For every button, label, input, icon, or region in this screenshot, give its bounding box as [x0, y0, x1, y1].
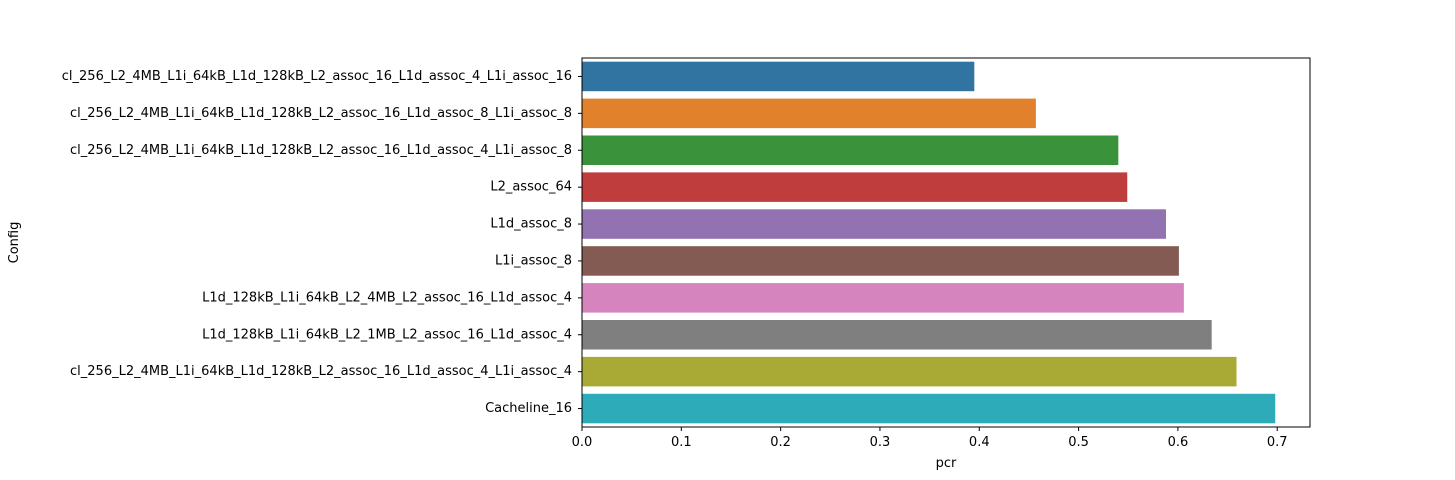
x-tick-label: 0.7	[1267, 435, 1288, 450]
x-tick-label: 0.4	[969, 435, 990, 450]
bar	[582, 135, 1119, 166]
plot-frame	[581, 57, 1311, 428]
bar	[582, 283, 1184, 313]
bar	[582, 356, 1237, 387]
bar	[582, 209, 1166, 239]
y-tick-label: L2_assoc_64	[490, 180, 572, 195]
y-tick-label: cl_256_L2_4MB_L1i_64kB_L1d_128kB_L2_asso…	[70, 106, 572, 121]
bar	[582, 98, 1036, 129]
bar	[582, 319, 1212, 350]
x-axis-label: pcr	[936, 456, 957, 471]
bar	[582, 61, 975, 92]
x-tick-label: 0.6	[1168, 435, 1189, 450]
bars	[582, 61, 1276, 424]
y-tick-label: L1i_assoc_8	[495, 253, 572, 268]
y-tick-label: L1d_128kB_L1i_64kB_L2_1MB_L2_assoc_16_L1…	[202, 327, 572, 342]
y-tick-label: cl_256_L2_4MB_L1i_64kB_L1d_128kB_L2_asso…	[70, 364, 572, 379]
y-tick-label: L1d_128kB_L1i_64kB_L2_4MB_L2_assoc_16_L1…	[202, 290, 572, 305]
x-tick-label: 0.3	[870, 435, 891, 450]
x-axis-ticks: 0.0 0.1 0.2 0.3 0.4 0.5 0.6 0.7	[572, 427, 1288, 450]
x-tick-label: 0.5	[1068, 435, 1089, 450]
bar	[582, 172, 1128, 202]
y-axis-label: Config	[7, 222, 22, 264]
y-tick-label: L1d_assoc_8	[490, 217, 572, 232]
x-tick-label: 0.2	[770, 435, 791, 450]
y-tick-label: cl_256_L2_4MB_L1i_64kB_L1d_128kB_L2_asso…	[62, 69, 572, 84]
x-tick-label: 0.0	[572, 435, 593, 450]
bar	[582, 393, 1276, 424]
y-tick-label: Cacheline_16	[485, 401, 572, 416]
y-tick-label: cl_256_L2_4MB_L1i_64kB_L1d_128kB_L2_asso…	[70, 143, 572, 158]
bar	[582, 246, 1179, 276]
x-tick-label: 0.1	[671, 435, 692, 450]
y-axis-ticks: cl_256_L2_4MB_L1i_64kB_L1d_128kB_L2_asso…	[62, 69, 582, 416]
